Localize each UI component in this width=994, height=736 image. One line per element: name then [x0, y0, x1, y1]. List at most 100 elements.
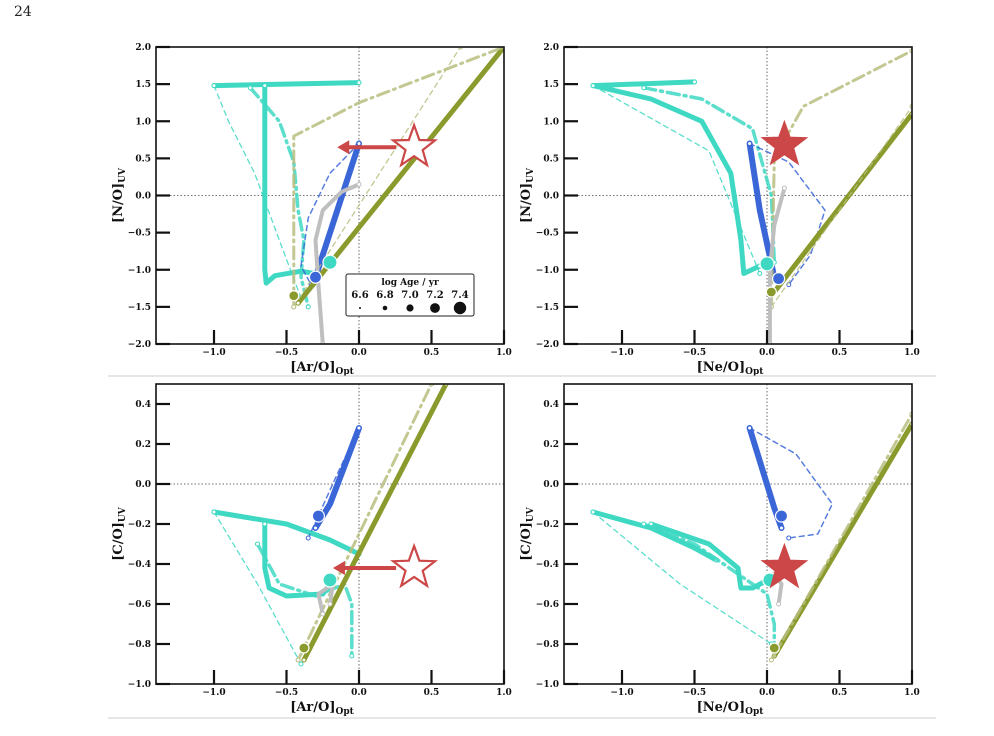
- y-axis-label: [C/O]UV: [519, 506, 536, 561]
- age-marker: [301, 657, 307, 663]
- age-marker: [768, 657, 774, 663]
- age-dot-olive: [288, 290, 300, 302]
- track-line-turquoise-dashed: [592, 511, 773, 645]
- track-line-turquoise-solid: [211, 80, 362, 89]
- plot-frame: [155, 383, 505, 685]
- y-tick-label: −0.4: [536, 560, 559, 570]
- age-marker: [779, 525, 784, 531]
- age-dot-turquoise: [322, 572, 338, 588]
- x-axis-label: [Ar/O]Opt: [290, 360, 354, 377]
- age-marker: [641, 85, 647, 91]
- x-tick-label: 1.0: [496, 348, 512, 358]
- y-tick-label: −0.2: [536, 520, 559, 530]
- age-marker: [247, 85, 253, 91]
- x-tick-label: 0.0: [759, 688, 775, 698]
- y-tick-label: −0.8: [128, 640, 151, 650]
- x-tick-label: 1.0: [904, 348, 920, 358]
- x-tick-label: 1.0: [904, 688, 920, 698]
- track-line-turquoise-solid: [590, 509, 719, 563]
- age-dot-olive: [768, 642, 780, 654]
- age-marker: [305, 535, 311, 541]
- panel-no-vs-neo: −2.0 −1.5 −1.0 −0.5 0.0 0.5 1.0 1.5 2.0 −1.0 −0.5 0…: [519, 43, 920, 377]
- y-tick-label: 0.0: [135, 192, 151, 202]
- age-marker: [757, 270, 763, 276]
- age-dot-turquoise: [759, 256, 775, 272]
- y-tick-label: −2.0: [536, 340, 559, 350]
- x-axis-label: [Ar/O]Opt: [290, 700, 354, 717]
- y-tick-label: −1.5: [128, 303, 151, 313]
- track-line-khaki-dashed: [770, 105, 912, 308]
- track-line-olive-solid: [771, 421, 912, 659]
- observed-star-filled: [760, 542, 809, 589]
- x-axis-label: [Ne/O]Opt: [697, 360, 765, 377]
- x-tick-label: −0.5: [683, 688, 706, 698]
- track-line-khaki-dashdot: [769, 412, 912, 662]
- track-line-olive-solid: [301, 384, 449, 663]
- x-tick-label: −0.5: [683, 348, 706, 358]
- y-axis-label: [N/O]UV: [111, 167, 128, 223]
- x-tick-label: −1.0: [202, 688, 225, 698]
- x-tick-label: 0.0: [351, 348, 367, 358]
- y-tick-label: −1.0: [128, 266, 151, 276]
- age-marker: [641, 521, 647, 527]
- age-dot-turquoise: [322, 254, 338, 270]
- track-line-royal_blue-dashed: [300, 142, 360, 286]
- x-axis-label: [Ne/O]Opt: [697, 700, 765, 717]
- legend-age-dot: [359, 307, 361, 309]
- legend-age-dot: [406, 304, 414, 312]
- legend-title: log Age / yr: [381, 278, 439, 288]
- y-tick-label: −0.4: [128, 560, 151, 570]
- y-tick-label: −1.0: [536, 266, 559, 276]
- panel-co-vs-neo: −1.0 −0.8 −0.6 −0.4 −0.2 0.0 0.2 0.4 −1.0 −0.5 0.0…: [519, 383, 920, 717]
- legend-age-dot: [382, 305, 388, 311]
- x-tick-label: −1.0: [610, 688, 633, 698]
- y-tick-label: −0.5: [128, 229, 151, 239]
- age-dot-royal_blue: [771, 272, 786, 286]
- track-line-gray-solid: [767, 186, 787, 344]
- legend-age-label: 7.0: [401, 290, 418, 301]
- age-dot-royal_blue: [774, 509, 789, 523]
- legend-age-label: 6.6: [351, 290, 368, 301]
- y-tick-label: 0.5: [135, 154, 151, 164]
- x-tick-label: −1.0: [202, 348, 225, 358]
- track-line-khaki-dashed: [293, 47, 462, 308]
- age-marker: [356, 141, 362, 147]
- age-marker: [255, 541, 260, 547]
- age-dot-olive: [298, 642, 310, 654]
- age-dot-royal_blue: [311, 509, 325, 523]
- x-tick-label: −0.5: [275, 348, 298, 358]
- track-line-gray-solid: [316, 582, 335, 616]
- page-number: 24: [14, 4, 32, 20]
- track-line-turquoise-dashed: [213, 511, 302, 665]
- age-marker: [349, 653, 355, 659]
- age-marker: [776, 601, 782, 607]
- y-tick-label: 0.2: [543, 440, 559, 450]
- panel-co-vs-aro: −1.0 −0.8 −0.6 −0.4 −0.2 0.0 0.2 0.4 −1.0 −0.5 0.0…: [111, 383, 512, 717]
- age-marker: [305, 304, 311, 310]
- x-tick-label: −1.0: [610, 348, 633, 358]
- y-tick-label: 2.0: [135, 43, 151, 53]
- track-line-turquoise-dashed: [213, 84, 302, 299]
- y-tick-label: 0.5: [543, 154, 559, 164]
- arrow-head: [332, 561, 345, 575]
- x-tick-label: 0.5: [424, 688, 440, 698]
- track-line-royal_blue-dashed: [748, 427, 834, 539]
- age-marker: [320, 611, 326, 617]
- age-marker: [211, 509, 217, 515]
- age-marker: [327, 601, 333, 607]
- y-tick-label: 0.0: [543, 192, 559, 202]
- age-marker: [692, 79, 697, 85]
- x-tick-label: 0.5: [832, 348, 848, 358]
- y-tick-label: 0.4: [135, 400, 151, 410]
- y-tick-label: −0.5: [536, 229, 559, 239]
- age-marker: [590, 83, 596, 89]
- age-marker: [781, 185, 787, 191]
- y-tick-label: 1.0: [543, 117, 559, 127]
- age-marker: [298, 661, 304, 667]
- age-marker: [747, 425, 753, 431]
- age-marker: [295, 657, 301, 663]
- y-tick-label: 0.0: [135, 480, 151, 490]
- arrow-head: [337, 140, 350, 155]
- track-line-turquoise-dashdot: [642, 522, 777, 658]
